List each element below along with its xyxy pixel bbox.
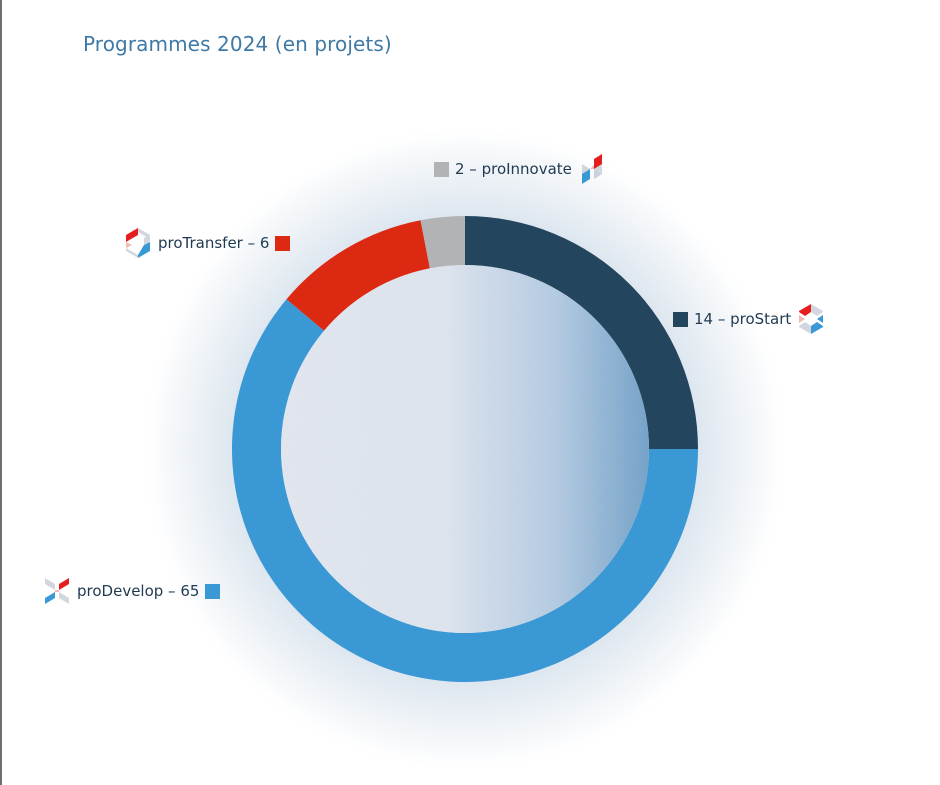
transfer-logo-icon	[126, 228, 150, 258]
label-prodevelop: proDevelop – 65	[43, 574, 221, 608]
swatch-prodevelop	[205, 583, 221, 599]
label-protransfer-text: proTransfer – 6	[158, 234, 270, 252]
develop-logo-icon	[45, 578, 69, 604]
donut-ring	[232, 216, 698, 682]
segment-prostart	[465, 216, 698, 449]
swatch-prostart	[673, 311, 688, 327]
swatch-protransfer	[275, 235, 291, 251]
innovate-logo-icon	[581, 154, 602, 184]
segment-prodevelop	[232, 299, 698, 682]
chart-title: Programmes 2024 (en projets)	[83, 32, 392, 56]
label-proinnovate: 2 – proInnovate	[434, 152, 606, 186]
swatch-proinnovate	[434, 161, 449, 177]
left-border	[0, 0, 2, 785]
label-prodevelop-text: proDevelop – 65	[77, 582, 200, 600]
label-prostart-text: 14 – proStart	[694, 310, 792, 328]
label-prostart: 14 – proStart	[673, 302, 825, 336]
start-logo-icon	[799, 304, 824, 334]
donut-center	[281, 265, 649, 633]
label-protransfer: proTransfer – 6	[124, 226, 291, 260]
segment-protransfer	[286, 220, 430, 331]
label-proinnovate-text: 2 – proInnovate	[455, 160, 572, 178]
segment-proinnovate	[420, 216, 465, 269]
